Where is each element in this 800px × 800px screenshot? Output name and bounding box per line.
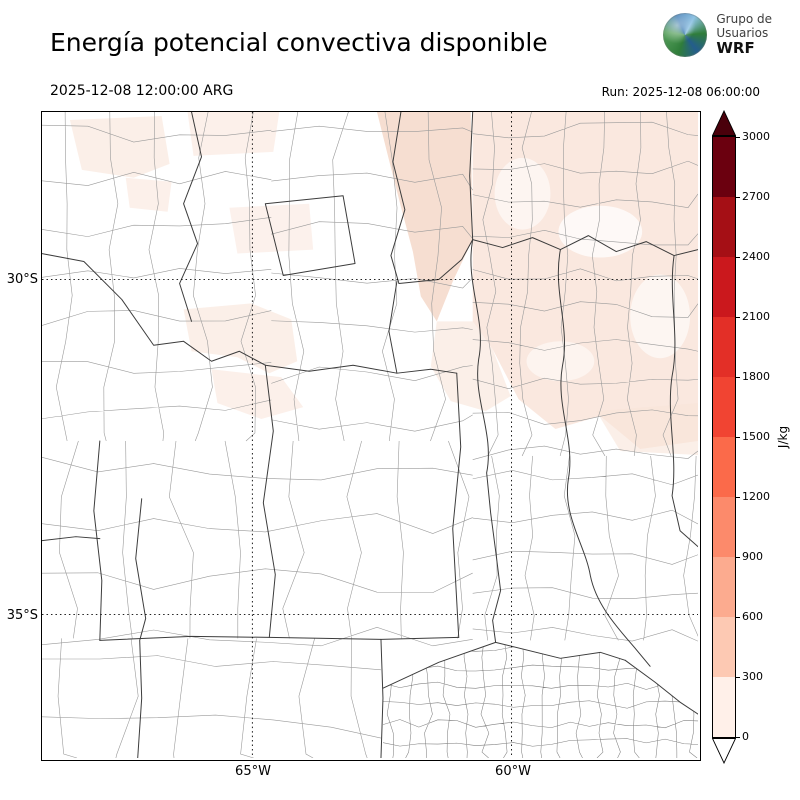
colorbar-segment — [713, 377, 735, 437]
colorbar-ticks: 3000 2700 2400 2100 1800 1500 1200 900 600 300 0 — [736, 0, 798, 800]
department-boundaries-buenos-aires — [382, 642, 698, 758]
colorbar-segment — [713, 257, 735, 317]
wrf-logo-text: Grupo de Usuarios WRF — [716, 12, 772, 58]
department-boundaries-sw — [42, 638, 382, 758]
colorbar-tickmark — [736, 496, 740, 498]
colorbar-top-arrow-icon — [712, 110, 736, 136]
department-boundaries-ne — [472, 112, 698, 461]
colorbar-tickmark — [736, 436, 740, 438]
run-time-label: Run: 2025-12-08 06:00:00 — [601, 85, 760, 99]
department-boundaries-east — [472, 455, 698, 642]
colorbar-segment — [713, 317, 735, 377]
colorbar-tick-label: 1500 — [742, 430, 770, 443]
map-svg — [42, 112, 698, 758]
map-area — [41, 111, 701, 761]
colorbar-tickmark — [736, 256, 740, 258]
colorbar-segment — [713, 557, 735, 617]
colorbar-tick-label: 1800 — [742, 370, 770, 383]
colorbar-tickmark — [736, 136, 740, 138]
province-boundaries — [42, 112, 698, 758]
colorbar-tick-label: 600 — [742, 610, 763, 623]
colorbar-tick-label: 0 — [742, 730, 749, 743]
colorbar-unit-label: J/kg — [776, 425, 790, 449]
department-boundaries-center — [42, 440, 473, 647]
department-boundaries-nw — [42, 112, 272, 442]
colorbar-tickmark — [736, 196, 740, 198]
valid-time-label: 2025-12-08 12:00:00 ARG — [50, 83, 234, 99]
logo-line-3: WRF — [716, 39, 755, 58]
colorbar-tick-label: 300 — [742, 670, 763, 683]
wrf-globe-icon — [663, 13, 708, 57]
page-title: Energía potencial convectiva disponible — [50, 28, 548, 57]
lon-tick-label-65w: 65°W — [235, 764, 271, 779]
colorbar-tickmark — [736, 616, 740, 618]
logo-line-2: Usuarios — [716, 26, 769, 41]
logo-line-1: Grupo de — [716, 12, 772, 26]
colorbar-tick-label: 1200 — [742, 490, 770, 503]
colorbar-tickmark — [736, 556, 740, 558]
colorbar-tick-label: 2400 — [742, 250, 770, 263]
colorbar-tickmark — [736, 676, 740, 678]
colorbar-tick-label: 2100 — [742, 310, 770, 323]
colorbar-segment — [713, 197, 735, 257]
colorbar-tick-label: 900 — [742, 550, 763, 563]
colorbar-tick-label: 2700 — [742, 190, 770, 203]
lon-tick-label-60w: 60°W — [495, 764, 531, 779]
colorbar-segment — [713, 617, 735, 677]
colorbar-bottom-arrow-icon — [712, 738, 736, 764]
colorbar-segment — [713, 497, 735, 557]
colorbar-tick-label: 3000 — [742, 130, 770, 143]
colorbar-tickmark — [736, 736, 740, 738]
wrf-logo: Grupo de Usuarios WRF — [663, 12, 772, 58]
colorbar-segment — [713, 137, 735, 197]
colorbar-segments — [712, 136, 736, 738]
colorbar-segment — [713, 437, 735, 497]
lat-tick-label-35s: 35°S — [6, 608, 38, 623]
colorbar-tickmark — [736, 316, 740, 318]
cape-shade-regions — [69, 112, 698, 455]
colorbar-tickmark — [736, 376, 740, 378]
colorbar-segment — [713, 677, 735, 737]
lat-tick-label-30s: 30°S — [6, 272, 38, 287]
